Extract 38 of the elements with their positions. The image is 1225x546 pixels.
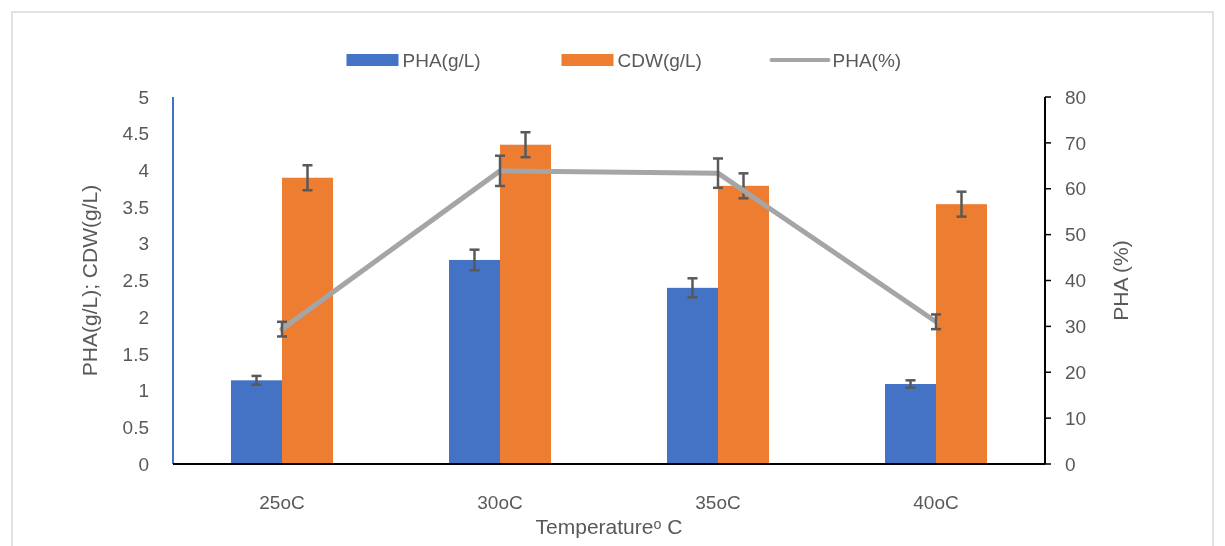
y-tick-label: 3 xyxy=(138,233,149,255)
y2-tick-label: 10 xyxy=(1065,407,1087,429)
y-tick-label: 2 xyxy=(138,306,149,328)
bar xyxy=(282,177,333,464)
x-tick-label: 30oC xyxy=(477,492,523,513)
y2-tick-label: 0 xyxy=(1065,453,1076,475)
y-tick-label: 1.5 xyxy=(122,343,149,365)
y-tick-label: 2.5 xyxy=(122,270,149,292)
y2-tick-label: 80 xyxy=(1065,86,1087,108)
y2-tick-label: 20 xyxy=(1065,361,1087,383)
y-axis-title: PHA(g/L); CDW(g/L) xyxy=(78,184,101,377)
y2-tick-label: 70 xyxy=(1065,132,1087,154)
bar xyxy=(936,204,987,464)
legend-label: CDW(g/L) xyxy=(617,49,702,71)
y-tick-label: 0 xyxy=(138,453,149,475)
y2-tick-label: 50 xyxy=(1065,224,1087,246)
y-tick-label: 4 xyxy=(138,160,150,182)
bar xyxy=(885,383,936,464)
bar xyxy=(667,287,718,464)
x-tick-label: 40oC xyxy=(913,492,959,513)
y2-axis-title: PHA (%) xyxy=(1109,240,1132,321)
bar xyxy=(718,185,769,464)
y2-tick-label: 60 xyxy=(1065,178,1087,200)
bar xyxy=(449,259,500,464)
x-axis-title: Temperatureᵒ C xyxy=(535,515,683,538)
x-tick-label: 35oC xyxy=(695,492,741,513)
bar xyxy=(500,144,551,464)
legend-label: PHA(g/L) xyxy=(402,49,481,71)
y2-tick-label: 40 xyxy=(1065,270,1087,292)
bar xyxy=(231,380,282,464)
y-tick-label: 4.5 xyxy=(122,123,149,145)
y2-tick-label: 30 xyxy=(1065,316,1087,338)
x-tick-label: 25oC xyxy=(259,492,305,513)
y-tick-label: 0.5 xyxy=(122,416,149,438)
legend-label: PHA(%) xyxy=(832,49,902,71)
y-tick-label: 3.5 xyxy=(122,196,149,218)
y-tick-label: 5 xyxy=(138,86,149,108)
y-tick-label: 1 xyxy=(138,380,149,402)
